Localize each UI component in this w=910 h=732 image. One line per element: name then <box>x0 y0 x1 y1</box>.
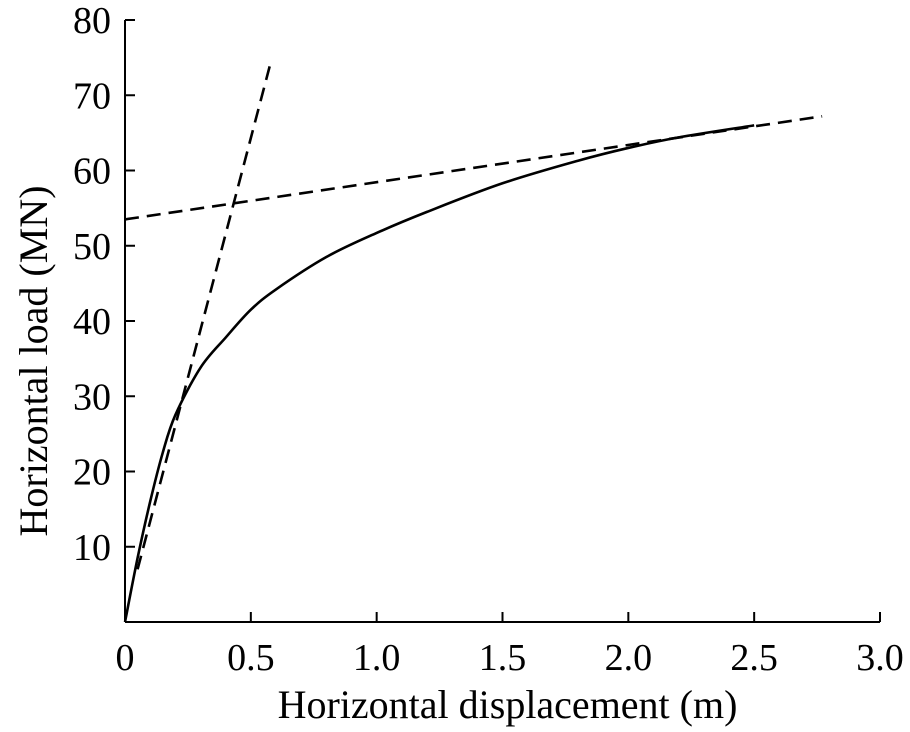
y-tick-label: 40 <box>73 301 111 343</box>
x-tick-label: 2.5 <box>730 637 778 679</box>
plot-area <box>125 61 822 622</box>
load-displacement-curve <box>125 125 754 622</box>
axes <box>125 20 880 622</box>
y-tick-label: 20 <box>73 452 111 494</box>
x-tick-label: 2.0 <box>605 637 653 679</box>
x-tick-label: 1.0 <box>353 637 401 679</box>
tangent-dashed-line-2 <box>125 116 822 219</box>
y-tick-label: 60 <box>73 151 111 193</box>
x-tick-label: 3.0 <box>856 637 904 679</box>
y-tick-label: 70 <box>73 75 111 117</box>
y-tick-label: 10 <box>73 527 111 569</box>
y-tick-label: 50 <box>73 226 111 268</box>
y-tick-label: 30 <box>73 376 111 418</box>
x-tick-label: 0.5 <box>227 637 275 679</box>
x-tick-label: 0 <box>116 637 135 679</box>
x-tick-label: 1.5 <box>479 637 527 679</box>
y-tick-label: 80 <box>73 0 111 42</box>
x-axis-title: Horizontal displacement (m) <box>278 682 738 727</box>
tangent-dashed-line-1 <box>138 61 271 569</box>
y-axis-title: Horizontal load (MN) <box>11 185 56 536</box>
